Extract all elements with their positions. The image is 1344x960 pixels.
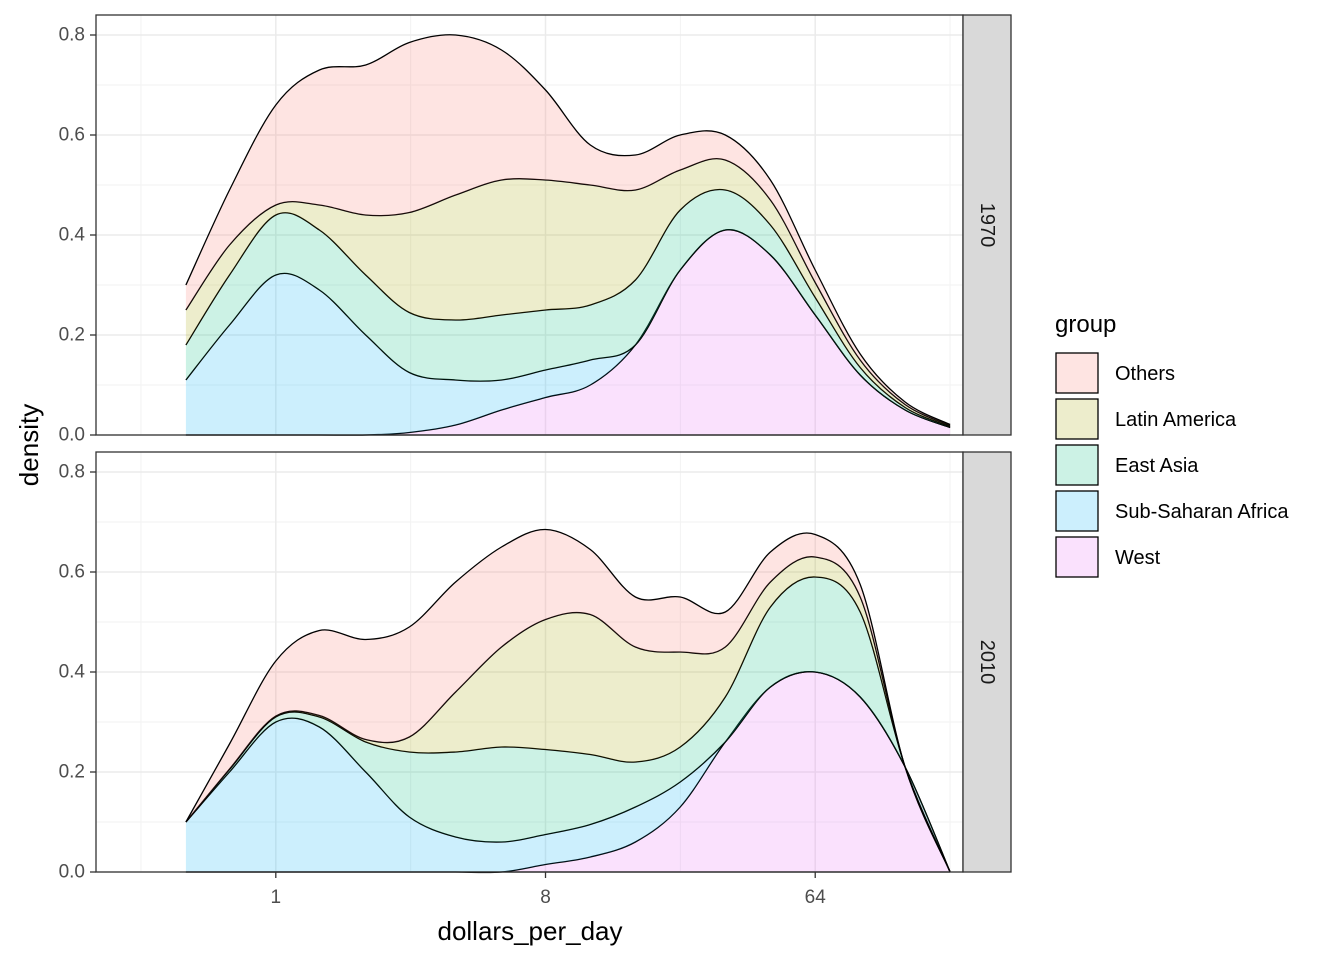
facet-strip-label: 2010 <box>976 640 998 685</box>
facet-strip <box>962 14 1012 436</box>
area-west <box>185 229 951 436</box>
legend-item-west: West <box>1055 536 1161 578</box>
y-tick-label: 0.4 <box>59 662 86 683</box>
area-latin-america <box>185 158 951 427</box>
areas <box>185 528 951 874</box>
legend-key-bg <box>1055 536 1099 578</box>
x-axis-title: dollars_per_day <box>437 916 622 946</box>
legend-swatch <box>1055 536 1099 578</box>
area-outline-others <box>185 528 951 873</box>
legend-key-bg <box>1055 490 1099 532</box>
x-axis: 1 8 64 <box>271 872 827 908</box>
legend-item-others: Others <box>1055 352 1175 394</box>
y-tick-label: 0.6 <box>59 562 85 583</box>
x-tick-label: 8 <box>540 887 551 908</box>
legend-item-latin-america: Latin America <box>1055 398 1237 440</box>
area-sub-saharan-africa <box>185 671 951 873</box>
legend-label: West <box>1115 547 1161 569</box>
legend-swatch <box>1055 490 1099 532</box>
legend-items: Others Latin America East Asia Sub-Saharan … <box>1055 352 1289 578</box>
panel-2010: 2010 0.0 0.2 0.4 0.6 0.8 <box>59 451 1012 883</box>
legend-label: Sub-Saharan Africa <box>1115 501 1289 523</box>
areas <box>185 34 951 436</box>
facet-strip <box>962 451 1012 873</box>
area-outline-latin-america <box>185 158 951 427</box>
facet-strip-label: 1970 <box>976 203 998 248</box>
y-tick-label: 0.0 <box>59 862 85 883</box>
legend-key-bg <box>1055 352 1099 394</box>
legend: group Others Latin America East Asia Sub-Sa… <box>1055 311 1289 578</box>
legend-key-bg <box>1055 398 1099 440</box>
area-others <box>185 34 951 426</box>
area-latin-america <box>185 556 951 872</box>
legend-item-sub-saharan-africa: Sub-Saharan Africa <box>1055 490 1289 532</box>
y-tick-label: 0.8 <box>59 25 85 46</box>
area-outline-east-asia <box>185 576 951 873</box>
area-outline-east-asia <box>185 188 951 428</box>
y-tick-label: 0.2 <box>59 762 85 783</box>
area-outline-sub-saharan-africa <box>185 671 951 873</box>
y-tick-label: 0.2 <box>59 325 85 346</box>
x-tick-label: 1 <box>271 887 282 908</box>
area-outline-others <box>185 34 951 426</box>
y-tick-label: 0.6 <box>59 125 85 146</box>
area-outline-latin-america <box>185 556 951 873</box>
y-tick-label: 0.8 <box>59 462 85 483</box>
area-east-asia <box>185 576 951 872</box>
legend-label: Others <box>1115 363 1175 385</box>
area-outline-sub-saharan-africa <box>185 229 951 429</box>
area-others <box>185 529 951 872</box>
legend-item-east-asia: East Asia <box>1055 444 1199 486</box>
legend-swatch <box>1055 444 1099 486</box>
panel-1970: 1970 0.0 0.2 0.4 0.6 0.8 <box>59 14 1012 446</box>
y-tick-label: 0.4 <box>59 225 86 246</box>
area-sub-saharan-africa <box>185 229 951 436</box>
legend-title: group <box>1055 311 1116 338</box>
area-west <box>185 671 951 873</box>
y-tick-label: 0.0 <box>59 425 85 446</box>
y-axis-title: density <box>14 404 44 486</box>
legend-swatch <box>1055 352 1099 394</box>
x-tick-label: 64 <box>805 887 827 908</box>
legend-label: East Asia <box>1115 455 1199 477</box>
legend-label: Latin America <box>1115 409 1237 431</box>
legend-swatch <box>1055 398 1099 440</box>
legend-key-bg <box>1055 444 1099 486</box>
